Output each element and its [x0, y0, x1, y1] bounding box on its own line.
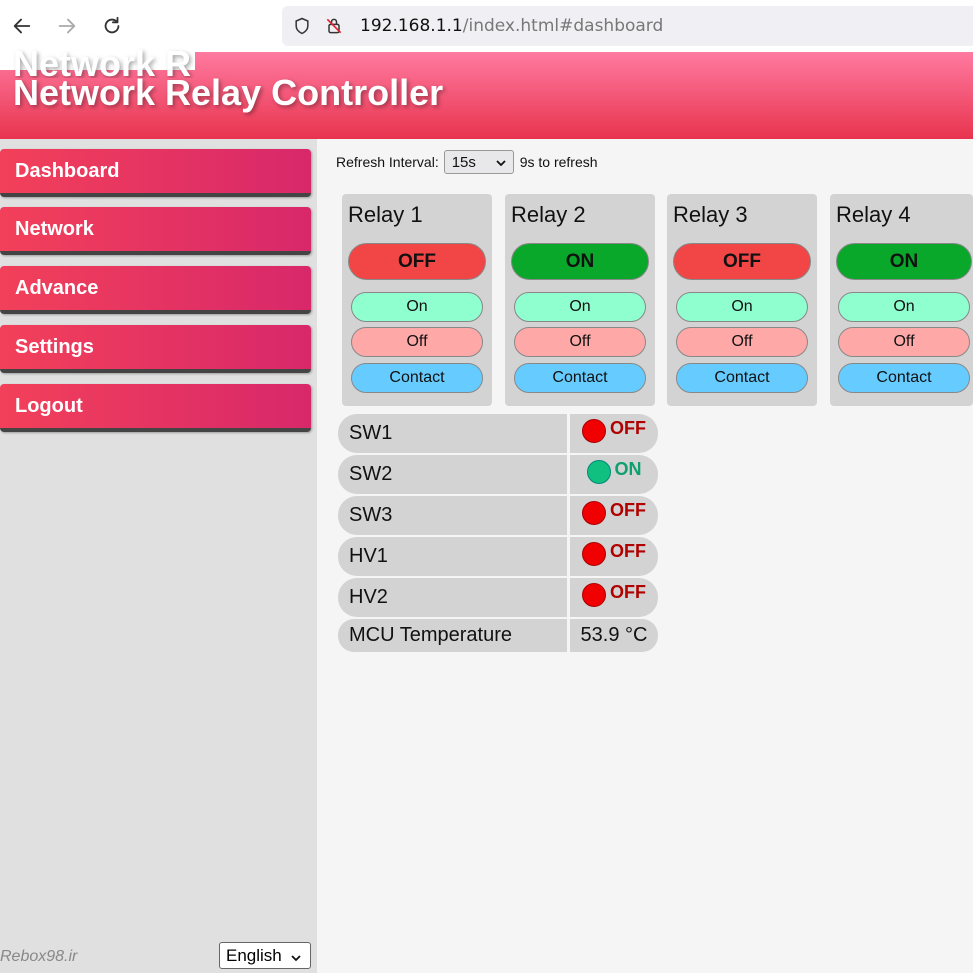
- relay-contact-button[interactable]: Contact: [514, 363, 646, 393]
- refresh-countdown: 9s to refresh: [519, 154, 598, 170]
- status-value: 53.9 °C: [570, 619, 658, 652]
- relay-contact-button[interactable]: Contact: [676, 363, 808, 393]
- refresh-interval-select[interactable]: 15s: [443, 150, 514, 174]
- sidebar-item-logout[interactable]: Logout: [0, 384, 311, 432]
- refresh-row: Refresh Interval: 15s 9s to refresh: [336, 150, 598, 174]
- status-label: HV1: [338, 537, 567, 576]
- header-overlay: [0, 52, 195, 70]
- relay-title: Relay 4: [836, 202, 911, 227]
- back-arrow-icon[interactable]: [8, 12, 36, 40]
- status-value: OFF: [570, 578, 658, 617]
- sidebar-item-network[interactable]: Network: [0, 207, 311, 255]
- relay-state-toggle[interactable]: ON: [511, 243, 649, 280]
- status-text: OFF: [610, 541, 646, 561]
- sidebar: [0, 139, 317, 973]
- mcu-temperature-value: 53.9 °C: [580, 624, 648, 646]
- sidebar-item-label: Network: [15, 217, 94, 240]
- status-off-dot-icon: [582, 582, 606, 607]
- status-label: MCU Temperature: [338, 619, 567, 652]
- status-value: OFF: [570, 537, 658, 576]
- chevron-down-icon: [495, 156, 507, 173]
- browser-toolbar: 192.168.1.1/index.html#dashboard: [0, 0, 973, 52]
- relay-card-1: Relay 1 OFF On Off Contact: [342, 194, 492, 406]
- status-label: SW3: [338, 496, 567, 535]
- status-label: SW2: [338, 455, 567, 494]
- sidebar-item-advance[interactable]: Advance: [0, 266, 311, 314]
- relay-title: Relay 2: [511, 202, 586, 227]
- reload-icon[interactable]: [98, 12, 126, 40]
- relay-state-toggle[interactable]: OFF: [673, 243, 811, 280]
- relay-card-4: Relay 4 ON On Off Contact: [830, 194, 973, 406]
- status-text: OFF: [610, 418, 646, 438]
- refresh-interval-value: 15s: [451, 153, 476, 171]
- relay-off-button[interactable]: Off: [514, 327, 646, 357]
- relay-off-button[interactable]: Off: [838, 327, 970, 357]
- sidebar-item-label: Advance: [15, 276, 99, 299]
- url-host: 192.168.1.1: [360, 16, 463, 36]
- language-select[interactable]: English: [219, 942, 311, 969]
- relay-title: Relay 3: [673, 202, 748, 227]
- page-title: Network Relay Controller: [13, 72, 444, 113]
- status-row: HV1 OFF: [338, 537, 658, 576]
- status-row: SW3 OFF: [338, 496, 658, 535]
- relay-off-button[interactable]: Off: [676, 327, 808, 357]
- relay-on-button[interactable]: On: [351, 292, 483, 322]
- sidebar-item-label: Logout: [15, 394, 83, 417]
- status-text: ON: [614, 459, 642, 479]
- status-row: SW2 ON: [338, 455, 658, 494]
- forward-arrow-icon[interactable]: [53, 12, 81, 40]
- relay-off-button[interactable]: Off: [351, 327, 483, 357]
- url-path: /index.html#dashboard: [462, 16, 664, 36]
- status-text: OFF: [610, 582, 646, 602]
- relay-on-button[interactable]: On: [676, 292, 808, 322]
- sidebar-item-dashboard[interactable]: Dashboard: [0, 149, 311, 197]
- relay-title: Relay 1: [348, 202, 423, 227]
- status-value: OFF: [570, 414, 658, 453]
- relay-on-button[interactable]: On: [514, 292, 646, 322]
- sidebar-item-label: Settings: [15, 335, 94, 358]
- status-row: MCU Temperature 53.9 °C: [338, 619, 658, 652]
- relay-card-3: Relay 3 OFF On Off Contact: [667, 194, 817, 406]
- status-off-dot-icon: [582, 541, 606, 566]
- relay-state-toggle[interactable]: ON: [836, 243, 972, 280]
- relay-contact-button[interactable]: Contact: [351, 363, 483, 393]
- status-off-dot-icon: [582, 500, 606, 525]
- sidebar-item-settings[interactable]: Settings: [0, 325, 311, 373]
- url-text[interactable]: 192.168.1.1/index.html#dashboard: [360, 16, 663, 36]
- refresh-label: Refresh Interval:: [336, 154, 439, 170]
- relay-contact-button[interactable]: Contact: [838, 363, 970, 393]
- status-on-dot-icon: [586, 459, 611, 484]
- status-label: HV2: [338, 578, 567, 617]
- footer-brand: Rebox98.ir: [0, 948, 78, 965]
- relay-state-toggle[interactable]: OFF: [348, 243, 486, 280]
- insecure-lock-icon[interactable]: [322, 14, 346, 38]
- relay-card-2: Relay 2 ON On Off Contact: [505, 194, 655, 406]
- status-text: OFF: [610, 500, 646, 520]
- page-title-ghost-text: Network R: [13, 43, 192, 78]
- page-title-ghost: Network R: [13, 40, 195, 78]
- sidebar-item-label: Dashboard: [15, 159, 120, 182]
- address-bar[interactable]: 192.168.1.1/index.html#dashboard: [282, 6, 973, 46]
- status-row: SW1 OFF: [338, 414, 658, 453]
- status-off-dot-icon: [582, 418, 606, 443]
- shield-icon[interactable]: [290, 14, 314, 38]
- language-value: English: [226, 945, 282, 965]
- chevron-down-icon: [290, 949, 302, 969]
- status-value: ON: [570, 455, 658, 494]
- status-label: SW1: [338, 414, 567, 453]
- status-row: HV2 OFF: [338, 578, 658, 617]
- status-value: OFF: [570, 496, 658, 535]
- relay-on-button[interactable]: On: [838, 292, 970, 322]
